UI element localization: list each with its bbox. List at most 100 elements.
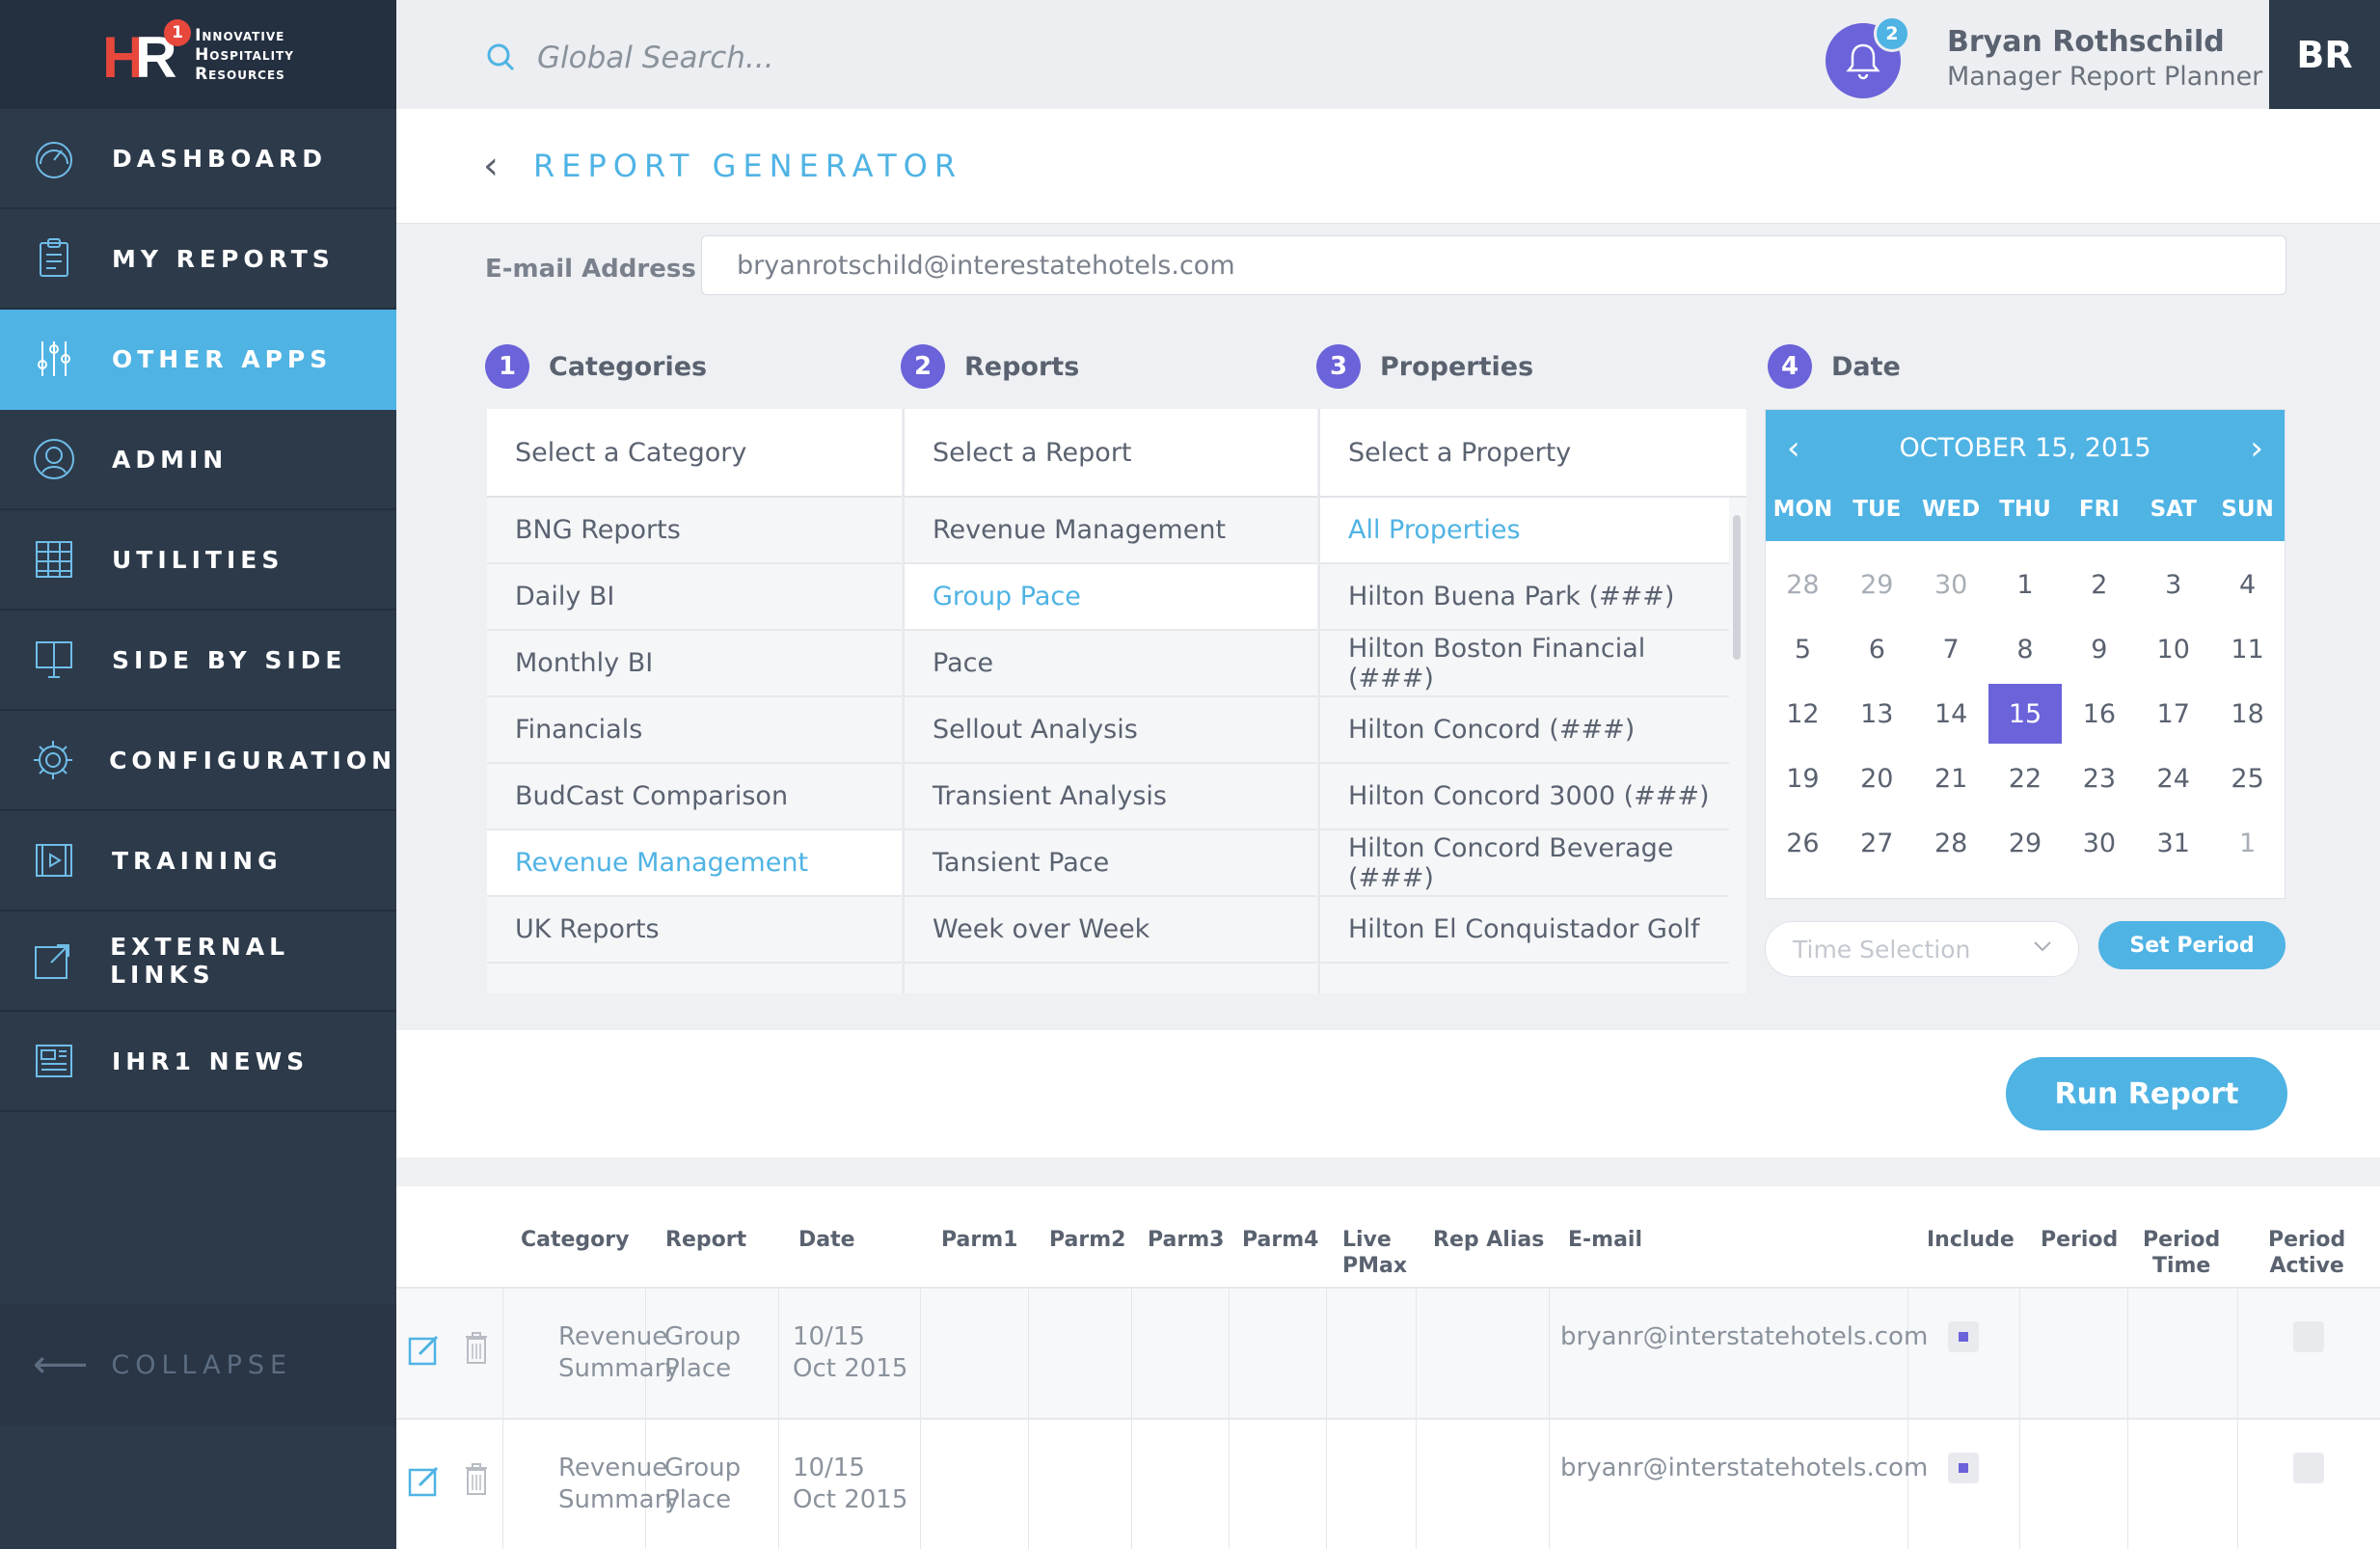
sidebar-item-label: TRAINING (112, 846, 283, 875)
column-divider (2127, 1289, 2128, 1420)
edit-icon[interactable] (408, 1462, 441, 1499)
calendar-day[interactable]: 30 (2082, 828, 2117, 858)
property-item[interactable]: Hilton Boston Financial (###) (1320, 631, 1729, 697)
presentation-icon (29, 635, 79, 685)
category-item[interactable]: UK Reports (487, 897, 902, 964)
grid-icon (29, 534, 79, 584)
col-header-period-time: Period Time (2143, 1227, 2220, 1279)
calendar-day[interactable]: 26 (1786, 828, 1820, 858)
collapse-button[interactable]: ⟵ COLLAPSE (0, 1304, 396, 1426)
column-divider (1028, 1289, 1029, 1420)
weekday-label: THU (1999, 497, 2051, 522)
user-role: Manager Report Planner (1947, 62, 2263, 92)
calendar-day[interactable]: 22 (2008, 763, 2042, 794)
category-item[interactable]: Daily BI (487, 564, 902, 631)
logo[interactable]: H R 1 Innovative Hospitality Resources (102, 18, 294, 86)
category-item-selected[interactable]: Revenue Management (487, 830, 902, 897)
calendar-day[interactable]: 17 (2156, 698, 2190, 729)
sidebar-item-configuration[interactable]: CONFIGURATION (0, 711, 396, 811)
property-item[interactable]: Hilton Concord Beverage (###) (1320, 830, 1729, 897)
calendar-day[interactable]: 7 (1942, 634, 1960, 665)
global-search[interactable] (485, 37, 967, 79)
sidebar-item-training[interactable]: TRAINING (0, 811, 396, 911)
date-picker: ‹ OCTOBER 15, 2015 › MON TUE WED THU FRI… (1765, 409, 2285, 899)
calendar-day[interactable]: 20 (1860, 763, 1894, 794)
sidebar-item-admin[interactable]: ADMIN (0, 410, 396, 510)
sidebar-item-ihr1-news[interactable]: IHR1 NEWS (0, 1012, 396, 1112)
calendar-day[interactable]: 9 (2091, 634, 2108, 665)
sidebar-item-utilities[interactable]: UTILITIES (0, 510, 396, 611)
report-item[interactable]: Revenue Management (905, 498, 1317, 564)
property-item[interactable]: Hilton Concord 3000 (###) (1320, 764, 1729, 830)
calendar-day[interactable]: 24 (2156, 763, 2190, 794)
calendar-day[interactable]: 11 (2231, 634, 2264, 665)
period-active-checkbox[interactable] (2293, 1321, 2324, 1352)
time-selection-dropdown[interactable]: Time Selection (1765, 921, 2079, 977)
calendar-day[interactable]: 10 (2156, 634, 2190, 665)
calendar-day[interactable]: 14 (1934, 698, 1968, 729)
properties-scrollbar[interactable] (1733, 515, 1741, 660)
calendar-day[interactable]: 16 (2082, 698, 2117, 729)
category-item[interactable]: BNG Reports (487, 498, 902, 564)
calendar-day[interactable]: 5 (1794, 634, 1812, 665)
calendar-day[interactable]: 3 (2165, 569, 2182, 600)
report-item[interactable]: Pace (905, 631, 1317, 697)
category-item[interactable]: Monthly BI (487, 631, 902, 697)
report-item[interactable]: Transient Analysis (905, 764, 1317, 830)
back-chevron-icon[interactable]: ‹ (483, 144, 499, 188)
category-item[interactable]: Financials (487, 697, 902, 764)
sidebar-item-side-by-side[interactable]: SIDE BY SIDE (0, 611, 396, 711)
report-item[interactable]: Tansient Pace (905, 830, 1317, 897)
calendar-day[interactable]: 25 (2231, 763, 2264, 794)
edit-icon[interactable] (408, 1331, 441, 1368)
property-item[interactable]: Hilton Buena Park (###) (1320, 564, 1729, 631)
report-item[interactable]: Sellout Analysis (905, 697, 1317, 764)
step-number: 1 (485, 344, 529, 389)
calendar-day[interactable]: 2 (2091, 569, 2108, 600)
chevron-right-icon[interactable]: › (2250, 429, 2263, 468)
calendar-day[interactable]: 29 (1860, 569, 1894, 600)
sidebar-item-other-apps[interactable]: OTHER APPS (0, 310, 396, 410)
email-field[interactable] (701, 235, 2286, 295)
avatar[interactable]: BR (2269, 0, 2380, 109)
calendar-day[interactable]: 4 (2238, 569, 2257, 600)
user-name[interactable]: Bryan Rothschild (1947, 25, 2225, 59)
calendar-day[interactable]: 23 (2082, 763, 2117, 794)
sidebar-item-dashboard[interactable]: DASHBOARD (0, 109, 396, 209)
calendar-day[interactable]: 1 (2016, 569, 2034, 600)
calendar-day[interactable]: 31 (2156, 828, 2190, 858)
report-item-selected[interactable]: Group Pace (905, 564, 1317, 631)
sidebar-item-external-links[interactable]: EXTERNAL LINKS (0, 911, 396, 1012)
calendar-day[interactable]: 13 (1860, 698, 1894, 729)
calendar-day[interactable]: 21 (1934, 763, 1968, 794)
trash-icon[interactable] (460, 1329, 493, 1366)
calendar-day[interactable]: 12 (1786, 698, 1820, 729)
calendar-day[interactable]: 6 (1868, 634, 1885, 665)
report-item[interactable]: Week over Week (905, 897, 1317, 964)
property-item-selected[interactable]: All Properties (1320, 498, 1729, 564)
property-item[interactable]: Hilton Concord (###) (1320, 697, 1729, 764)
sidebar-item-label: CONFIGURATION (109, 746, 396, 774)
calendar-day[interactable]: 28 (1934, 828, 1968, 858)
sidebar-item-my-reports[interactable]: MY REPORTS (0, 209, 396, 310)
calendar-day[interactable]: 18 (2231, 698, 2264, 729)
set-period-button[interactable]: Set Period (2098, 921, 2285, 969)
calendar-day[interactable]: 29 (2008, 828, 2042, 858)
calendar-day[interactable]: 8 (2016, 634, 2034, 665)
property-item[interactable]: Hilton El Conquistador Golf (1320, 897, 1729, 964)
trash-icon[interactable] (460, 1460, 493, 1497)
period-active-checkbox[interactable] (2293, 1453, 2324, 1483)
calendar-day[interactable]: 19 (1786, 763, 1820, 794)
calendar-day[interactable]: 30 (1934, 569, 1968, 600)
chevron-left-icon[interactable]: ‹ (1787, 429, 1800, 468)
column-divider (645, 1289, 646, 1420)
calendar-day-selected[interactable]: 15 (1988, 684, 2063, 744)
include-checkbox[interactable] (1948, 1453, 1979, 1483)
include-checkbox[interactable] (1948, 1321, 1979, 1352)
calendar-day[interactable]: 1 (2238, 828, 2257, 858)
calendar-day[interactable]: 27 (1860, 828, 1894, 858)
calendar-day[interactable]: 28 (1786, 569, 1820, 600)
run-report-button[interactable]: Run Report (2006, 1057, 2287, 1130)
category-item[interactable]: BudCast Comparison (487, 764, 902, 830)
search-input[interactable] (537, 41, 942, 75)
